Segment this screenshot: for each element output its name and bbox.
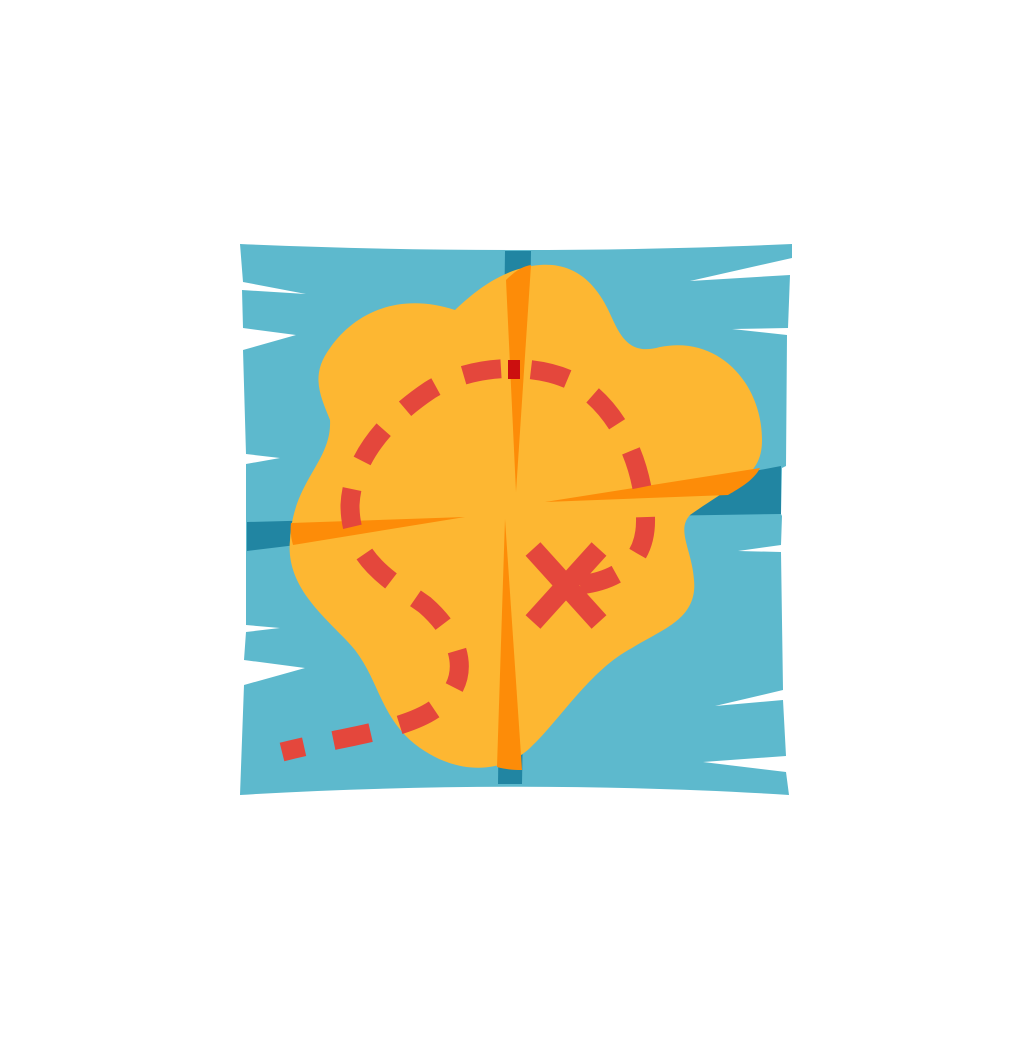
island-shape: [289, 264, 762, 768]
island-fold-left: [290, 517, 465, 545]
island-fold-bottom: [497, 519, 522, 770]
route-dash-on-fold: [508, 360, 520, 379]
route-dashed-line: [279, 359, 656, 762]
island-fold-right: [545, 468, 760, 502]
treasure-x-mark-icon: [525, 542, 607, 629]
